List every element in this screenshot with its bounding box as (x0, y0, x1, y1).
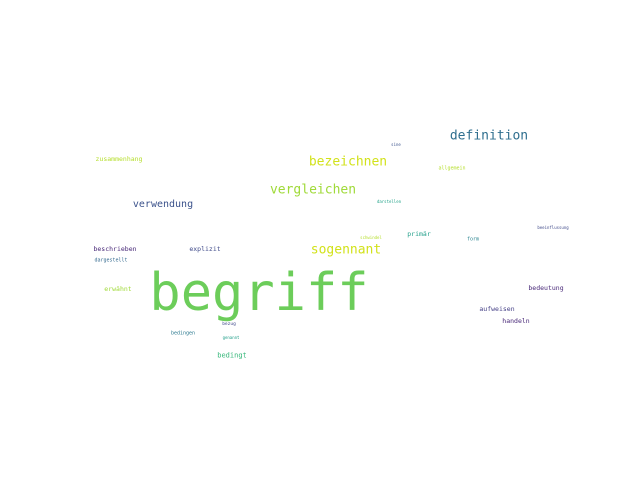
word-sogennant: sogennant (310, 242, 382, 258)
word-dargestellt: dargestellt (94, 257, 128, 264)
word-bedeutung: bedeutung (528, 283, 564, 292)
word-schwindel: schwindel (360, 235, 382, 240)
word-definition: definition (449, 128, 529, 144)
word-genannt: genannt (222, 335, 240, 340)
word-bedingen: bedingen (170, 330, 196, 337)
word-beschrieben: beschrieben (93, 244, 137, 253)
word-allgemein: allgemein (438, 165, 466, 172)
word-begriff: begriff (149, 263, 369, 323)
word-erwahnt: erwähnt (104, 284, 132, 293)
word-explizit: explizit (189, 244, 221, 253)
word-beeinflussung: beeinflussung (537, 225, 569, 230)
word-darstellen: darstellen (376, 199, 402, 204)
word-bezeichnen: bezeichnen (308, 154, 388, 170)
word-bedingt: bedingt (217, 351, 247, 360)
word-vergleichen: vergleichen (269, 182, 357, 198)
word-primar: primär (407, 229, 431, 238)
word-verwendung: verwendung (132, 199, 194, 210)
word-handeln: handeln (502, 316, 530, 325)
word-sine: sine (391, 142, 401, 147)
word-aufweisen: aufweisen (479, 304, 515, 313)
word-form: form (466, 236, 480, 243)
word-bezug: bezug (222, 321, 236, 327)
word-zusammenhang: zusammenhang (95, 154, 143, 163)
